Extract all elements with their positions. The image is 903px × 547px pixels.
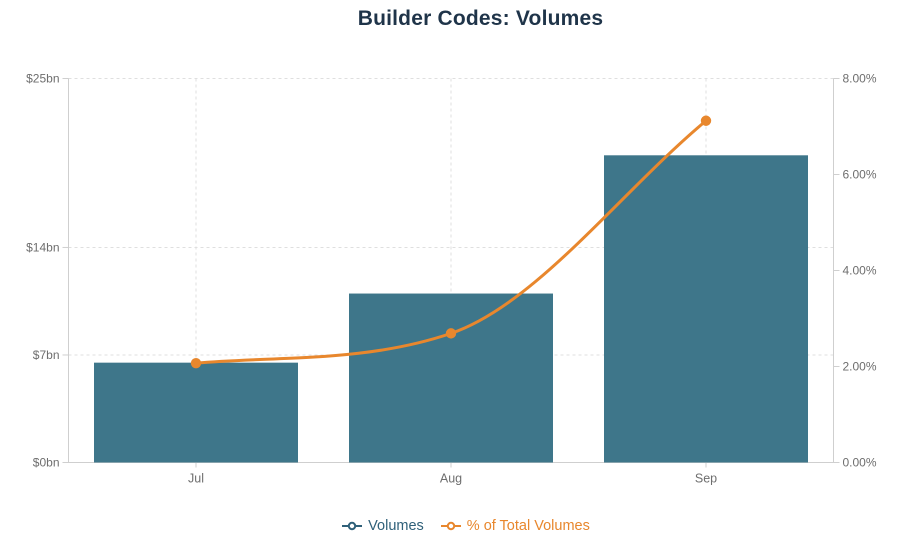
right-axis-tick-label: 2.00% xyxy=(843,360,877,374)
left-axis-tick-label: $7bn xyxy=(33,348,60,362)
pct-line-marker-icon xyxy=(440,521,461,531)
left-axis-tick-label: $0bn xyxy=(33,456,60,470)
line-point-aug[interactable] xyxy=(445,328,457,339)
chart-legend: Volumes % of Total Volumes xyxy=(14,515,903,537)
bar-sep[interactable] xyxy=(604,155,808,463)
legend-item-pct-of-total-volumes[interactable]: % of Total Volumes xyxy=(440,518,590,534)
bar-aug[interactable] xyxy=(349,293,553,463)
right-axis-tick-label: 4.00% xyxy=(843,264,877,278)
chart-canvas: $0bn $7bn $14bn $25bn 0.00% 2.00% 4.00% 6.00% 8.… xyxy=(26,72,877,486)
legend-label-volumes: Volumes xyxy=(368,518,424,534)
x-axis-category-label: Aug xyxy=(440,472,462,486)
x-axis-category-label: Sep xyxy=(695,472,717,486)
chart-title: Builder Codes: Volumes xyxy=(357,7,604,30)
left-axis-tick-label: $14bn xyxy=(26,240,59,254)
line-point-sep[interactable] xyxy=(700,115,712,126)
volumes-line-marker-icon xyxy=(342,521,363,531)
right-axis-tick-label: 8.00% xyxy=(843,72,877,86)
left-axis-tick-label: $25bn xyxy=(26,72,59,86)
line-point-jul[interactable] xyxy=(190,357,202,369)
legend-label-pct: % of Total Volumes xyxy=(466,518,590,534)
right-axis-tick-label: 0.00% xyxy=(843,456,877,470)
bar-jul[interactable] xyxy=(94,362,298,463)
right-axis-tick-label: 6.00% xyxy=(843,168,877,182)
x-axis-category-label: Jul xyxy=(188,472,204,486)
legend-item-volumes[interactable]: Volumes xyxy=(341,518,424,534)
